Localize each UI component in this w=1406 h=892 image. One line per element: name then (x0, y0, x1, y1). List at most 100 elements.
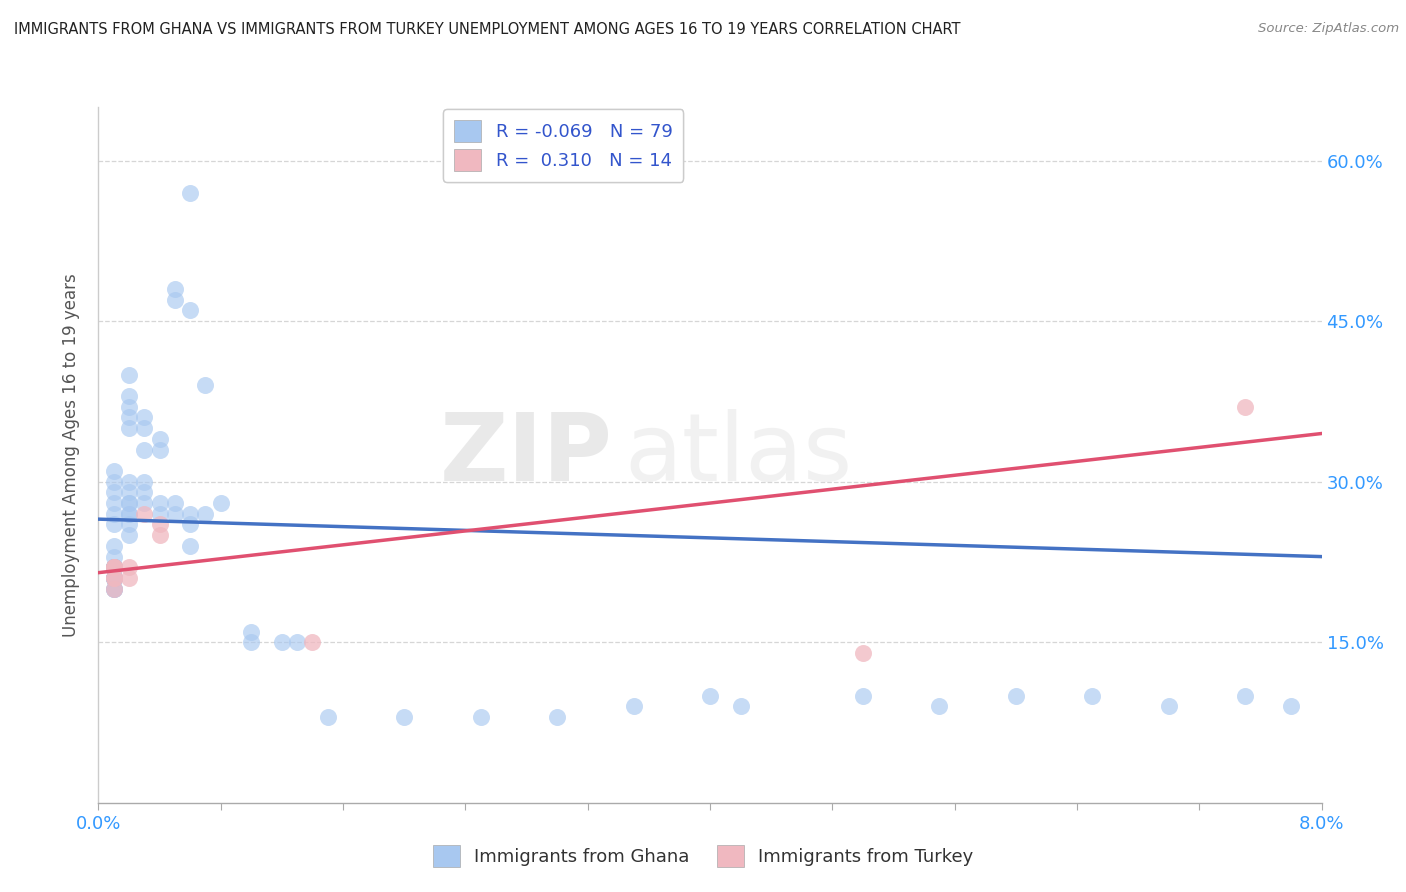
Point (103, 560, 125, 574)
Point (134, 475, 156, 489)
Text: Source: ZipAtlas.com: Source: ZipAtlas.com (1258, 22, 1399, 36)
Point (163, 496, 186, 510)
Point (103, 582, 125, 596)
Point (546, 710, 568, 724)
Point (730, 699, 752, 714)
Point (118, 475, 141, 489)
Point (179, 303, 201, 318)
Point (240, 635, 263, 649)
Point (118, 517, 141, 532)
Point (149, 442, 172, 457)
Point (103, 475, 125, 489)
Point (623, 699, 645, 714)
Point (103, 571, 125, 585)
Point (1234, 400, 1257, 414)
Point (103, 582, 125, 596)
Point (179, 539, 201, 553)
Point (118, 410, 141, 425)
Legend: Immigrants from Ghana, Immigrants from Turkey: Immigrants from Ghana, Immigrants from T… (426, 838, 980, 874)
Point (316, 710, 339, 724)
Point (103, 560, 125, 574)
Point (149, 432, 172, 446)
Point (103, 517, 125, 532)
Point (699, 689, 721, 703)
Point (194, 378, 217, 392)
Point (118, 368, 141, 382)
Point (103, 560, 125, 574)
Point (118, 496, 141, 510)
Point (240, 624, 263, 639)
Point (1234, 689, 1257, 703)
Point (118, 485, 141, 500)
Point (149, 496, 172, 510)
Point (118, 571, 141, 585)
Point (118, 400, 141, 414)
Point (118, 421, 141, 435)
Point (118, 560, 141, 574)
Point (149, 528, 172, 542)
Point (118, 496, 141, 510)
Point (1081, 689, 1104, 703)
Point (103, 560, 125, 574)
Point (103, 560, 125, 574)
Point (103, 507, 125, 521)
Point (301, 635, 323, 649)
Point (118, 507, 141, 521)
Point (103, 560, 125, 574)
Point (1279, 699, 1302, 714)
Point (179, 507, 201, 521)
Point (118, 507, 141, 521)
Point (134, 485, 156, 500)
Point (852, 646, 875, 660)
Point (852, 689, 875, 703)
Legend: R = -0.069   N = 79, R =  0.310   N = 14: R = -0.069 N = 79, R = 0.310 N = 14 (443, 109, 683, 182)
Point (179, 517, 201, 532)
Point (392, 710, 416, 724)
Point (163, 282, 186, 296)
Point (103, 549, 125, 564)
Point (103, 560, 125, 574)
Point (103, 582, 125, 596)
Point (103, 571, 125, 585)
Point (134, 421, 156, 435)
Point (134, 410, 156, 425)
Point (1004, 689, 1026, 703)
Y-axis label: Unemployment Among Ages 16 to 19 years: Unemployment Among Ages 16 to 19 years (62, 273, 80, 637)
Point (118, 528, 141, 542)
Point (103, 560, 125, 574)
Point (118, 389, 141, 403)
Point (928, 699, 950, 714)
Point (103, 485, 125, 500)
Point (103, 571, 125, 585)
Point (103, 582, 125, 596)
Point (134, 496, 156, 510)
Point (103, 560, 125, 574)
Point (103, 560, 125, 574)
Point (163, 293, 186, 307)
Point (179, 186, 201, 200)
Text: ZIP: ZIP (439, 409, 612, 501)
Text: IMMIGRANTS FROM GHANA VS IMMIGRANTS FROM TURKEY UNEMPLOYMENT AMONG AGES 16 TO 19: IMMIGRANTS FROM GHANA VS IMMIGRANTS FROM… (14, 22, 960, 37)
Point (103, 539, 125, 553)
Point (103, 571, 125, 585)
Point (103, 571, 125, 585)
Point (103, 464, 125, 478)
Point (103, 496, 125, 510)
Point (209, 496, 232, 510)
Point (149, 517, 172, 532)
Point (134, 442, 156, 457)
Point (470, 710, 492, 724)
Point (270, 635, 294, 649)
Text: atlas: atlas (624, 409, 852, 501)
Point (194, 507, 217, 521)
Point (103, 571, 125, 585)
Point (103, 571, 125, 585)
Point (103, 560, 125, 574)
Point (103, 571, 125, 585)
Point (285, 635, 308, 649)
Point (149, 507, 172, 521)
Point (163, 507, 186, 521)
Point (134, 507, 156, 521)
Point (103, 571, 125, 585)
Point (1157, 699, 1180, 714)
